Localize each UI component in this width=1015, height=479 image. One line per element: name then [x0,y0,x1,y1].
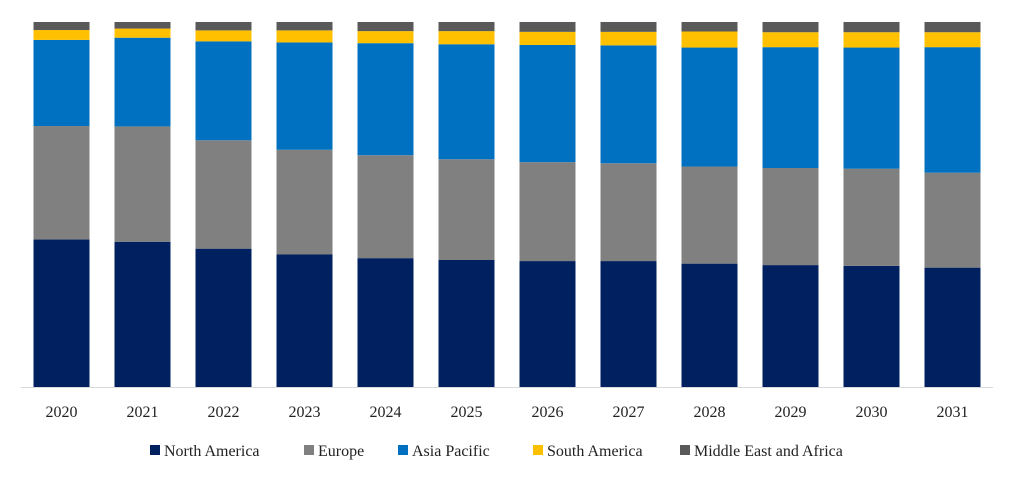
bar-segment-2024-europe [357,155,414,259]
bar-segment-2030-asia-pacific [843,47,900,169]
x-tick-label: 2020 [46,404,78,421]
bar-segment-2026-south-america [519,31,576,45]
bars-group [33,22,981,387]
bar-segment-2029-asia-pacific [762,47,819,168]
bar-segment-2025-europe [438,159,495,260]
bar-segment-2027-north-america [600,261,657,387]
bar-segment-2022-middle-east-and-africa [195,22,252,31]
legend-swatch-middle-east-and-africa [680,445,690,455]
bar-segment-2025-middle-east-and-africa [438,22,495,32]
bar-segment-2029-south-america [762,32,819,48]
bar-segment-2027-middle-east-and-africa [600,22,657,32]
bar-segment-2028-north-america [681,263,738,387]
bar-segment-2021-asia-pacific [114,37,171,127]
bar-segment-2020-north-america [33,239,90,387]
x-tick-label: 2028 [694,404,726,421]
bar-segment-2020-south-america [33,30,90,40]
x-tick-label: 2021 [127,404,159,421]
legend-swatch-asia-pacific [398,445,408,455]
legend: North America Europe Asia Pacific South Ame… [150,443,843,460]
bar-segment-2030-middle-east-and-africa [843,22,900,33]
legend-swatch-north-america [150,445,160,455]
x-tick-label: 2022 [208,404,240,421]
bar-segment-2024-asia-pacific [357,43,414,156]
bar-segment-2030-south-america [843,32,900,48]
bar-segment-2027-south-america [600,31,657,46]
legend-swatch-south-america [533,445,543,455]
bar-segment-2024-middle-east-and-africa [357,22,414,32]
bar-segment-2029-north-america [762,265,819,387]
x-tick-label: 2023 [289,404,321,421]
legend-label: Europe [318,443,364,460]
bar-segment-2026-asia-pacific [519,44,576,163]
bar-segment-2025-asia-pacific [438,44,495,160]
bar-segment-2028-south-america [681,31,738,48]
x-tick-label: 2031 [937,404,969,421]
bar-segment-2023-asia-pacific [276,42,333,150]
x-tick-labels: 2020 2021 2022 2023 2024 2025 2026 2027 2028 2029… [46,404,969,421]
bar-segment-2020-europe [33,126,90,240]
bar-segment-2022-asia-pacific [195,41,252,141]
bar-segment-2021-south-america [114,28,171,38]
legend-swatch-europe [304,445,314,455]
bar-segment-2029-europe [762,168,819,266]
bar-segment-2026-north-america [519,261,576,387]
bar-segment-2020-middle-east-and-africa [33,22,90,31]
x-tick-label: 2029 [775,404,807,421]
bar-segment-2027-asia-pacific [600,45,657,164]
legend-label: South America [547,443,643,460]
bar-segment-2027-europe [600,163,657,262]
bar-segment-2022-europe [195,140,252,249]
bar-segment-2025-south-america [438,31,495,45]
x-tick-label: 2024 [370,404,402,421]
x-tick-label: 2025 [451,404,483,421]
bar-segment-2028-middle-east-and-africa [681,22,738,32]
bar-segment-2028-asia-pacific [681,47,738,167]
legend-label: North America [164,443,260,460]
bar-segment-2031-north-america [924,267,981,387]
bar-segment-2026-europe [519,162,576,262]
bar-segment-2023-middle-east-and-africa [276,22,333,31]
bar-segment-2031-south-america [924,32,981,48]
bar-segment-2028-europe [681,166,738,264]
bar-segment-2023-north-america [276,254,333,387]
bar-segment-2020-asia-pacific [33,39,90,127]
bar-segment-2030-north-america [843,265,900,387]
bar-segment-2021-middle-east-and-africa [114,22,171,29]
bar-segment-2021-europe [114,126,171,242]
legend-label: Middle East and Africa [694,443,843,460]
x-tick-label: 2030 [856,404,888,421]
bar-segment-2031-asia-pacific [924,47,981,173]
bar-segment-2030-europe [843,168,900,266]
x-tick-label: 2027 [613,404,645,421]
bar-segment-2024-south-america [357,31,414,44]
bar-segment-2022-north-america [195,248,252,387]
legend-label: Asia Pacific [412,443,490,460]
bar-segment-2031-europe [924,172,981,268]
bar-segment-2021-north-america [114,241,171,387]
bar-segment-2029-middle-east-and-africa [762,22,819,33]
x-tick-label: 2026 [532,404,564,421]
bar-segment-2026-middle-east-and-africa [519,22,576,32]
bar-segment-2022-south-america [195,30,252,42]
bar-segment-2025-north-america [438,259,495,387]
bar-segment-2023-south-america [276,30,333,43]
bar-segment-2031-middle-east-and-africa [924,22,981,33]
bar-segment-2024-north-america [357,258,414,387]
bar-segment-2023-europe [276,149,333,255]
